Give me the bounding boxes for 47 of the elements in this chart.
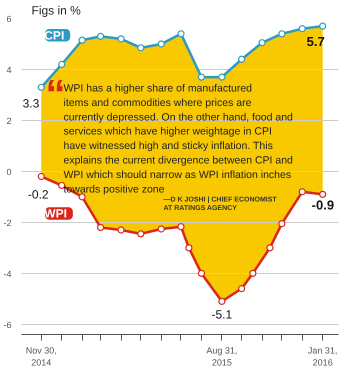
point (177, 223, 185, 230)
y-tick-label: -2 (4, 218, 12, 228)
point (117, 226, 125, 234)
y-tick-label: 0 (6, 166, 12, 177)
point (58, 60, 66, 68)
point (238, 56, 246, 63)
point (249, 270, 256, 277)
point (78, 36, 86, 44)
point (258, 39, 266, 46)
point (266, 244, 274, 252)
point (298, 25, 306, 32)
point (298, 188, 306, 196)
y-tick-label: 6 (6, 14, 12, 24)
y-tick-label: -6 (4, 320, 12, 330)
point (158, 40, 165, 48)
point (319, 190, 326, 198)
point (117, 35, 125, 42)
x-tick-label: Aug 31, 2015 (206, 346, 238, 368)
point (96, 224, 104, 232)
point (158, 225, 165, 233)
point (185, 244, 192, 252)
point (96, 32, 104, 40)
y-tick-label: 2 (6, 116, 12, 126)
point (278, 220, 286, 228)
series-label: CPI (44, 28, 64, 42)
point (218, 74, 226, 81)
point (137, 230, 144, 238)
point (38, 172, 45, 180)
data-label: -0.9 (312, 197, 334, 212)
point (218, 298, 226, 305)
y-tick-label: 4 (6, 64, 12, 75)
y-tick-label: -4 (4, 268, 12, 279)
series-label: WPI (44, 206, 67, 220)
x-tick-label: Jan 31, 2016 (308, 346, 338, 368)
point (278, 30, 286, 38)
point (137, 44, 144, 52)
point (177, 30, 185, 38)
x-tick-label: Nov 30, 2014 (26, 346, 57, 368)
point (319, 22, 326, 30)
point (38, 84, 45, 91)
point (238, 285, 246, 292)
data-label: -0.2 (28, 188, 49, 202)
data-label: 3.3 (22, 96, 40, 110)
y-axis-title: Figs in % (32, 4, 82, 18)
point (198, 74, 206, 81)
data-label: -5.1 (212, 307, 233, 322)
point (198, 270, 206, 277)
